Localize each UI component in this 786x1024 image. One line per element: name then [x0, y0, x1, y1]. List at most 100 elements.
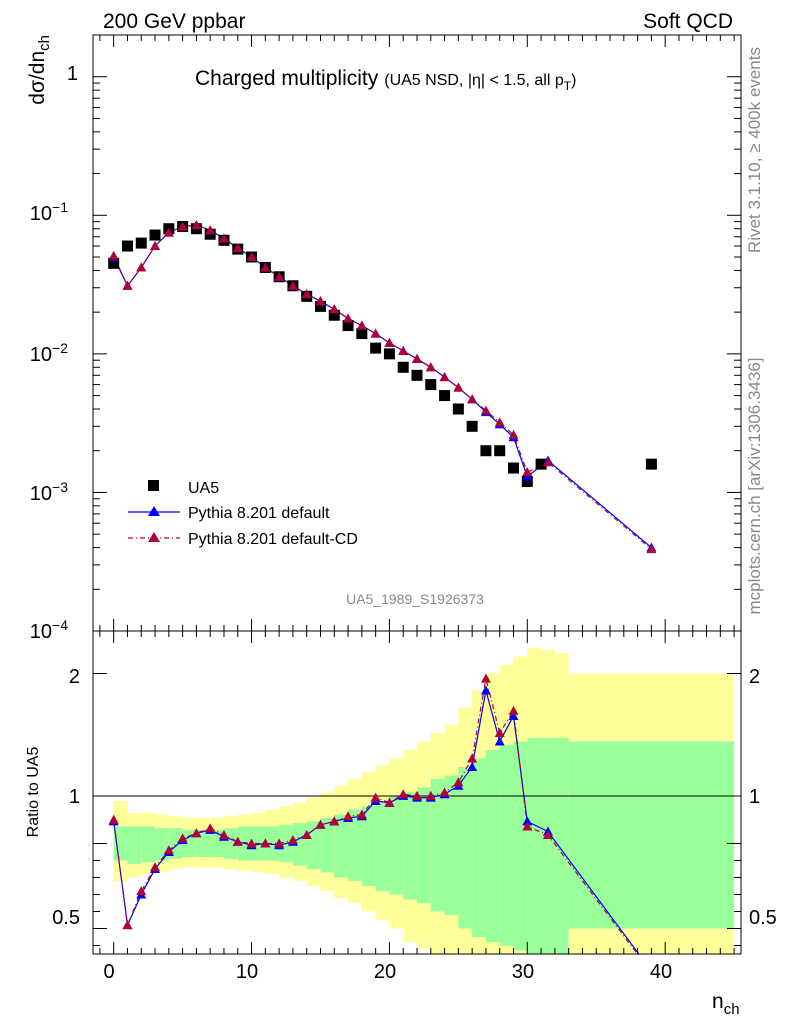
ratio-marker-pythia-cd: [260, 838, 271, 848]
marker-pythia-cd: [343, 313, 354, 323]
data-point-ua5: [494, 445, 506, 457]
marker-pythia-cd: [301, 289, 312, 299]
ratio-band-inner: [141, 826, 156, 863]
marker-pythia-cd: [480, 405, 491, 415]
marker-pythia-cd: [315, 296, 326, 306]
ratio-band-inner: [527, 738, 542, 954]
marker-pythia-cd: [287, 280, 298, 290]
ratio-band-inner: [348, 809, 362, 881]
marker-pythia-cd: [439, 372, 450, 382]
data-point-ua5: [383, 348, 395, 360]
legend-item-ua5: UA5: [148, 480, 219, 497]
legend-marker-pythia-default: [148, 506, 160, 516]
marker-pythia-cd: [191, 220, 202, 230]
ratio-band-inner: [389, 795, 404, 895]
ratio-band-inner: [568, 741, 735, 929]
marker-pythia-cd: [494, 417, 505, 427]
marker-pythia-cd: [412, 353, 422, 363]
main-y-tick-labels: 1 10−1 10−2 10−3 10−4: [30, 63, 78, 643]
ratio-band-inner: [485, 750, 500, 943]
header-right-label: Soft QCD: [643, 10, 733, 33]
data-point-ua5: [149, 229, 161, 241]
chart-title: Charged multiplicity (UA5 NSD, |η| < 1.5,…: [195, 67, 576, 93]
legend-marker-pythia-cd: [148, 532, 160, 542]
marker-pythia-cd: [425, 362, 436, 372]
ratio-marker-pythia-default: [494, 736, 505, 746]
legend-marker-ua5: [148, 480, 159, 491]
marker-pythia-cd: [218, 233, 229, 243]
ratio-y-tick-0.5-left: 0.5: [52, 907, 80, 929]
ratio-marker-pythia-cd: [522, 821, 533, 831]
ratio-marker-pythia-cd: [494, 728, 505, 737]
rivet-version-label: Rivet 3.1.10, ≥ 400k events: [745, 47, 764, 253]
legend-label-pythia-default: Pythia 8.201 default: [188, 505, 330, 522]
legend: UA5 Pythia 8.201 default Pythia 8.201 de…: [128, 480, 358, 548]
ratio-y-tick-1-left: 1: [69, 786, 80, 808]
ratio-band-inner: [430, 778, 445, 912]
y-tick-label-0.1: 10−1: [30, 199, 68, 225]
ratio-marker-pythia-cd: [177, 833, 188, 843]
ratio-marker-pythia-default: [522, 816, 533, 826]
data-point-ua5: [439, 390, 451, 402]
data-point-ua5: [135, 237, 147, 249]
ratio-y-axis-label: Ratio to UA5: [25, 747, 42, 838]
ratio-marker-pythia-cd: [467, 753, 478, 763]
marker-pythia-cd: [274, 271, 285, 281]
ratio-band-inner: [292, 823, 307, 866]
data-point-ua5: [480, 445, 492, 457]
ratio-marker-pythia-default: [508, 711, 519, 720]
legend-item-pythia-cd: Pythia 8.201 default-CD: [128, 531, 358, 548]
ratio-marker-pythia-cd: [425, 790, 436, 800]
ratio-marker-pythia-cd: [398, 789, 409, 799]
ratio-marker-pythia-cd: [150, 862, 161, 872]
ratio-band-inner: [127, 826, 142, 864]
ratio-marker-pythia-cd: [205, 823, 216, 833]
ratio-marker-pythia-cd: [412, 790, 422, 800]
data-point-ua5: [411, 369, 423, 381]
data-point-ua5: [452, 403, 464, 415]
marker-pythia-cd: [453, 382, 464, 392]
ratio-marker-pythia-cd: [343, 811, 354, 821]
ratio-band-inner: [403, 792, 417, 900]
ratio-uncertainty-bands: [113, 648, 735, 954]
marker-pythia-cd: [370, 328, 381, 338]
ratio-marker-pythia-cd: [246, 838, 257, 848]
data-point-ua5: [328, 309, 340, 321]
ratio-axis-ticks: [93, 631, 741, 954]
series-line-pythia-cd: [113, 224, 652, 550]
ratio-band-inner: [320, 818, 335, 873]
marker-pythia-cd: [646, 544, 657, 554]
ratio-y-tick-1-right: 1: [749, 786, 760, 808]
marker-pythia-cd: [508, 429, 519, 439]
marker-pythia-cd: [163, 227, 174, 237]
data-point-ua5: [645, 458, 657, 470]
ratio-band-inner: [168, 828, 183, 859]
ratio-marker-pythia-default: [467, 762, 478, 771]
legend-item-pythia-default: Pythia 8.201 default: [128, 505, 330, 522]
ratio-panel: 2 1 0.5 2 1 0.5 0 10 20 30 40 Ratio to U…: [25, 630, 777, 1018]
data-point-ua5: [370, 342, 382, 354]
data-point-ua5: [314, 300, 326, 312]
data-point-ua5: [466, 420, 478, 432]
ratio-marker-pythia-cd: [232, 836, 243, 846]
ratio-marker-pythia-cd: [508, 705, 519, 715]
series-line-pythia-default: [113, 224, 652, 549]
ratio-marker-pythia-cd: [108, 814, 119, 824]
ratio-marker-pythia-cd: [480, 673, 491, 683]
ratio-band-inner: [113, 826, 128, 861]
ratio-band-inner: [223, 828, 238, 859]
marker-pythia-cd: [205, 225, 216, 235]
ratio-marker-pythia-cd: [287, 835, 298, 845]
x-tick-label-0: 0: [103, 961, 114, 983]
header-left-label: 200 GeV ppbar: [103, 10, 245, 33]
ratio-band-inner: [361, 806, 376, 886]
x-tick-label-10: 10: [236, 961, 258, 983]
ratio-marker-pythia-cd: [370, 792, 381, 802]
x-axis-label: nch: [712, 990, 740, 1018]
ratio-marker-pythia-cd: [329, 816, 340, 826]
ratio-marker-pythia-cd: [218, 830, 229, 839]
marker-pythia-cd: [522, 467, 533, 477]
ratio-band-inner: [472, 758, 486, 937]
ratio-band-inner: [417, 787, 431, 903]
